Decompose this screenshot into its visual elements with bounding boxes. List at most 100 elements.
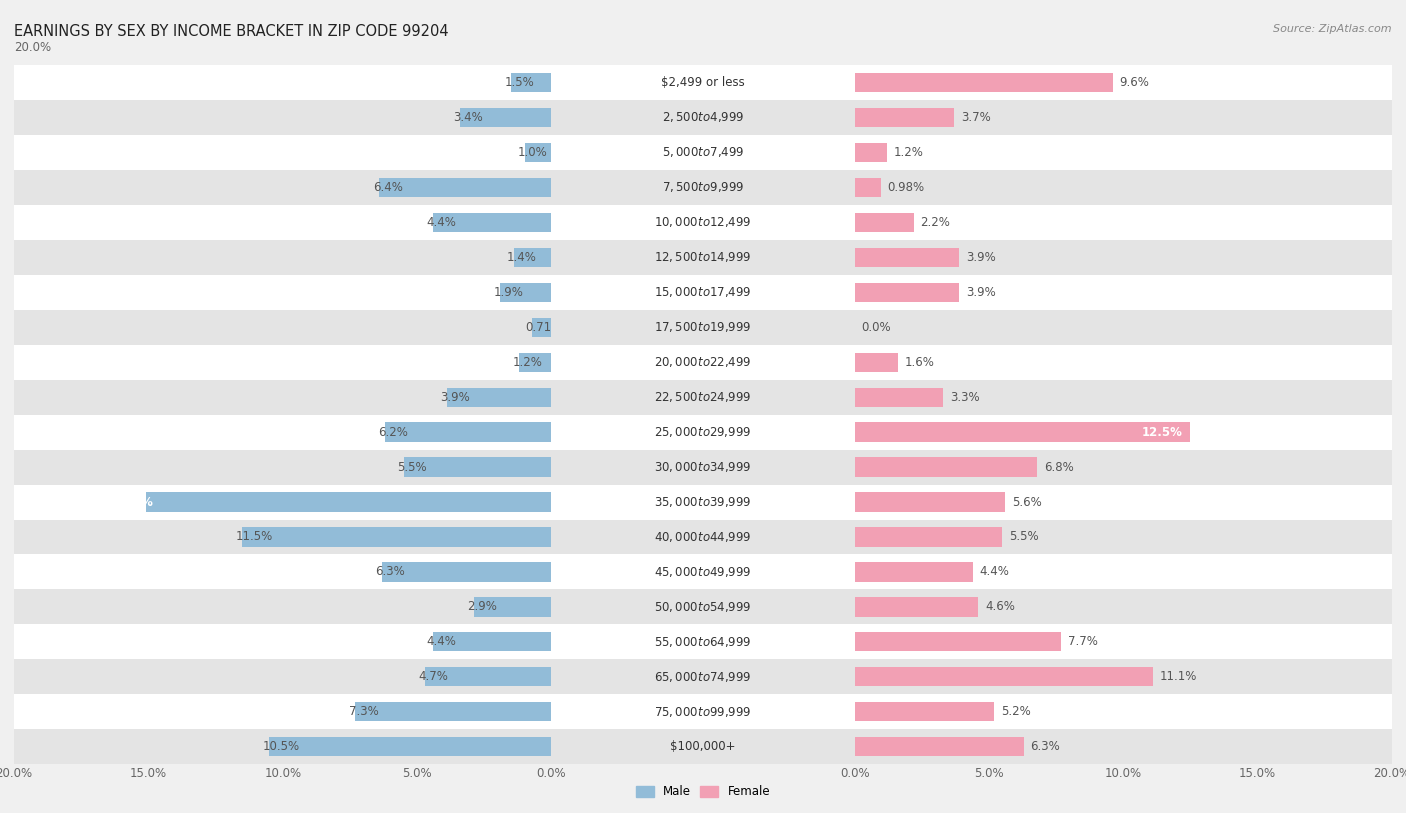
Bar [0, 240, 1406, 275]
Bar [0, 450, 1406, 485]
Bar [0, 345, 1406, 380]
Text: $25,000 to $29,999: $25,000 to $29,999 [654, 425, 752, 439]
Bar [0, 659, 1406, 694]
Bar [0, 694, 1406, 729]
Text: 3.9%: 3.9% [966, 286, 995, 298]
Text: 1.2%: 1.2% [512, 356, 543, 368]
Text: 5.6%: 5.6% [1012, 496, 1042, 508]
Text: 7.3%: 7.3% [349, 706, 378, 718]
Text: $40,000 to $44,999: $40,000 to $44,999 [654, 530, 752, 544]
Text: $55,000 to $64,999: $55,000 to $64,999 [654, 635, 752, 649]
Text: 6.8%: 6.8% [1045, 461, 1074, 473]
Bar [855, 598, 979, 616]
Bar [0, 380, 1406, 415]
Text: 2.2%: 2.2% [921, 216, 950, 228]
Bar [382, 563, 551, 581]
Text: $2,499 or less: $2,499 or less [661, 76, 745, 89]
Bar [0, 589, 1406, 624]
Bar [855, 737, 1024, 756]
Bar [0, 380, 1406, 415]
Text: 1.4%: 1.4% [508, 251, 537, 263]
Bar [0, 345, 1406, 380]
Bar [855, 108, 955, 127]
Text: 15.1%: 15.1% [112, 496, 153, 508]
Bar [855, 493, 1005, 511]
Bar [0, 205, 1406, 240]
Bar [0, 554, 1406, 589]
Bar [0, 624, 1406, 659]
Text: 9.6%: 9.6% [1119, 76, 1149, 89]
Text: 2.9%: 2.9% [467, 601, 496, 613]
Bar [0, 729, 1406, 764]
Bar [855, 563, 973, 581]
Bar [0, 554, 1406, 589]
Bar [0, 520, 1406, 554]
Bar [0, 729, 1406, 764]
Text: Source: ZipAtlas.com: Source: ZipAtlas.com [1274, 24, 1392, 34]
Bar [0, 65, 1406, 100]
Text: $20,000 to $22,499: $20,000 to $22,499 [654, 355, 752, 369]
Bar [855, 458, 1038, 476]
Bar [855, 702, 994, 721]
Bar [433, 213, 551, 232]
Bar [855, 667, 1153, 686]
Bar [855, 423, 1191, 441]
Text: 3.9%: 3.9% [966, 251, 995, 263]
Bar [855, 633, 1062, 651]
Bar [0, 485, 1406, 520]
Text: 11.1%: 11.1% [1160, 671, 1197, 683]
Bar [425, 667, 551, 686]
Text: 12.5%: 12.5% [1142, 426, 1182, 438]
Bar [524, 143, 551, 162]
Bar [855, 248, 959, 267]
Text: 3.9%: 3.9% [440, 391, 470, 403]
Legend: Male, Female: Male, Female [631, 780, 775, 803]
Text: 1.9%: 1.9% [494, 286, 523, 298]
Bar [0, 135, 1406, 170]
Text: 1.2%: 1.2% [894, 146, 924, 159]
Text: 4.6%: 4.6% [984, 601, 1015, 613]
Text: 0.71%: 0.71% [526, 321, 562, 333]
Bar [533, 318, 551, 337]
Bar [0, 694, 1406, 729]
Bar [474, 598, 551, 616]
Text: 1.0%: 1.0% [517, 146, 547, 159]
Bar [0, 624, 1406, 659]
Bar [146, 493, 551, 511]
Text: 4.7%: 4.7% [419, 671, 449, 683]
Text: 3.7%: 3.7% [960, 111, 990, 124]
Bar [356, 702, 551, 721]
Bar [0, 589, 1406, 624]
Text: $75,000 to $99,999: $75,000 to $99,999 [654, 705, 752, 719]
Text: $50,000 to $54,999: $50,000 to $54,999 [654, 600, 752, 614]
Bar [0, 659, 1406, 694]
Text: $45,000 to $49,999: $45,000 to $49,999 [654, 565, 752, 579]
Bar [0, 415, 1406, 450]
Bar [0, 135, 1406, 170]
Bar [460, 108, 551, 127]
Bar [501, 283, 551, 302]
Text: $30,000 to $34,999: $30,000 to $34,999 [654, 460, 752, 474]
Text: 5.5%: 5.5% [396, 461, 426, 473]
Bar [855, 213, 914, 232]
Bar [0, 415, 1406, 450]
Text: 1.5%: 1.5% [505, 76, 534, 89]
Bar [512, 73, 551, 92]
Bar [855, 283, 959, 302]
Bar [0, 65, 1406, 100]
Bar [0, 240, 1406, 275]
Bar [0, 729, 1406, 764]
Bar [0, 450, 1406, 485]
Bar [0, 170, 1406, 205]
Text: 7.7%: 7.7% [1069, 636, 1098, 648]
Bar [0, 205, 1406, 240]
Bar [0, 520, 1406, 554]
Text: $15,000 to $17,499: $15,000 to $17,499 [654, 285, 752, 299]
Text: $17,500 to $19,999: $17,500 to $19,999 [654, 320, 752, 334]
Text: 20.0%: 20.0% [14, 41, 51, 54]
Bar [855, 143, 887, 162]
Bar [0, 345, 1406, 380]
Text: 3.3%: 3.3% [950, 391, 980, 403]
Bar [0, 589, 1406, 624]
Text: 4.4%: 4.4% [426, 216, 457, 228]
